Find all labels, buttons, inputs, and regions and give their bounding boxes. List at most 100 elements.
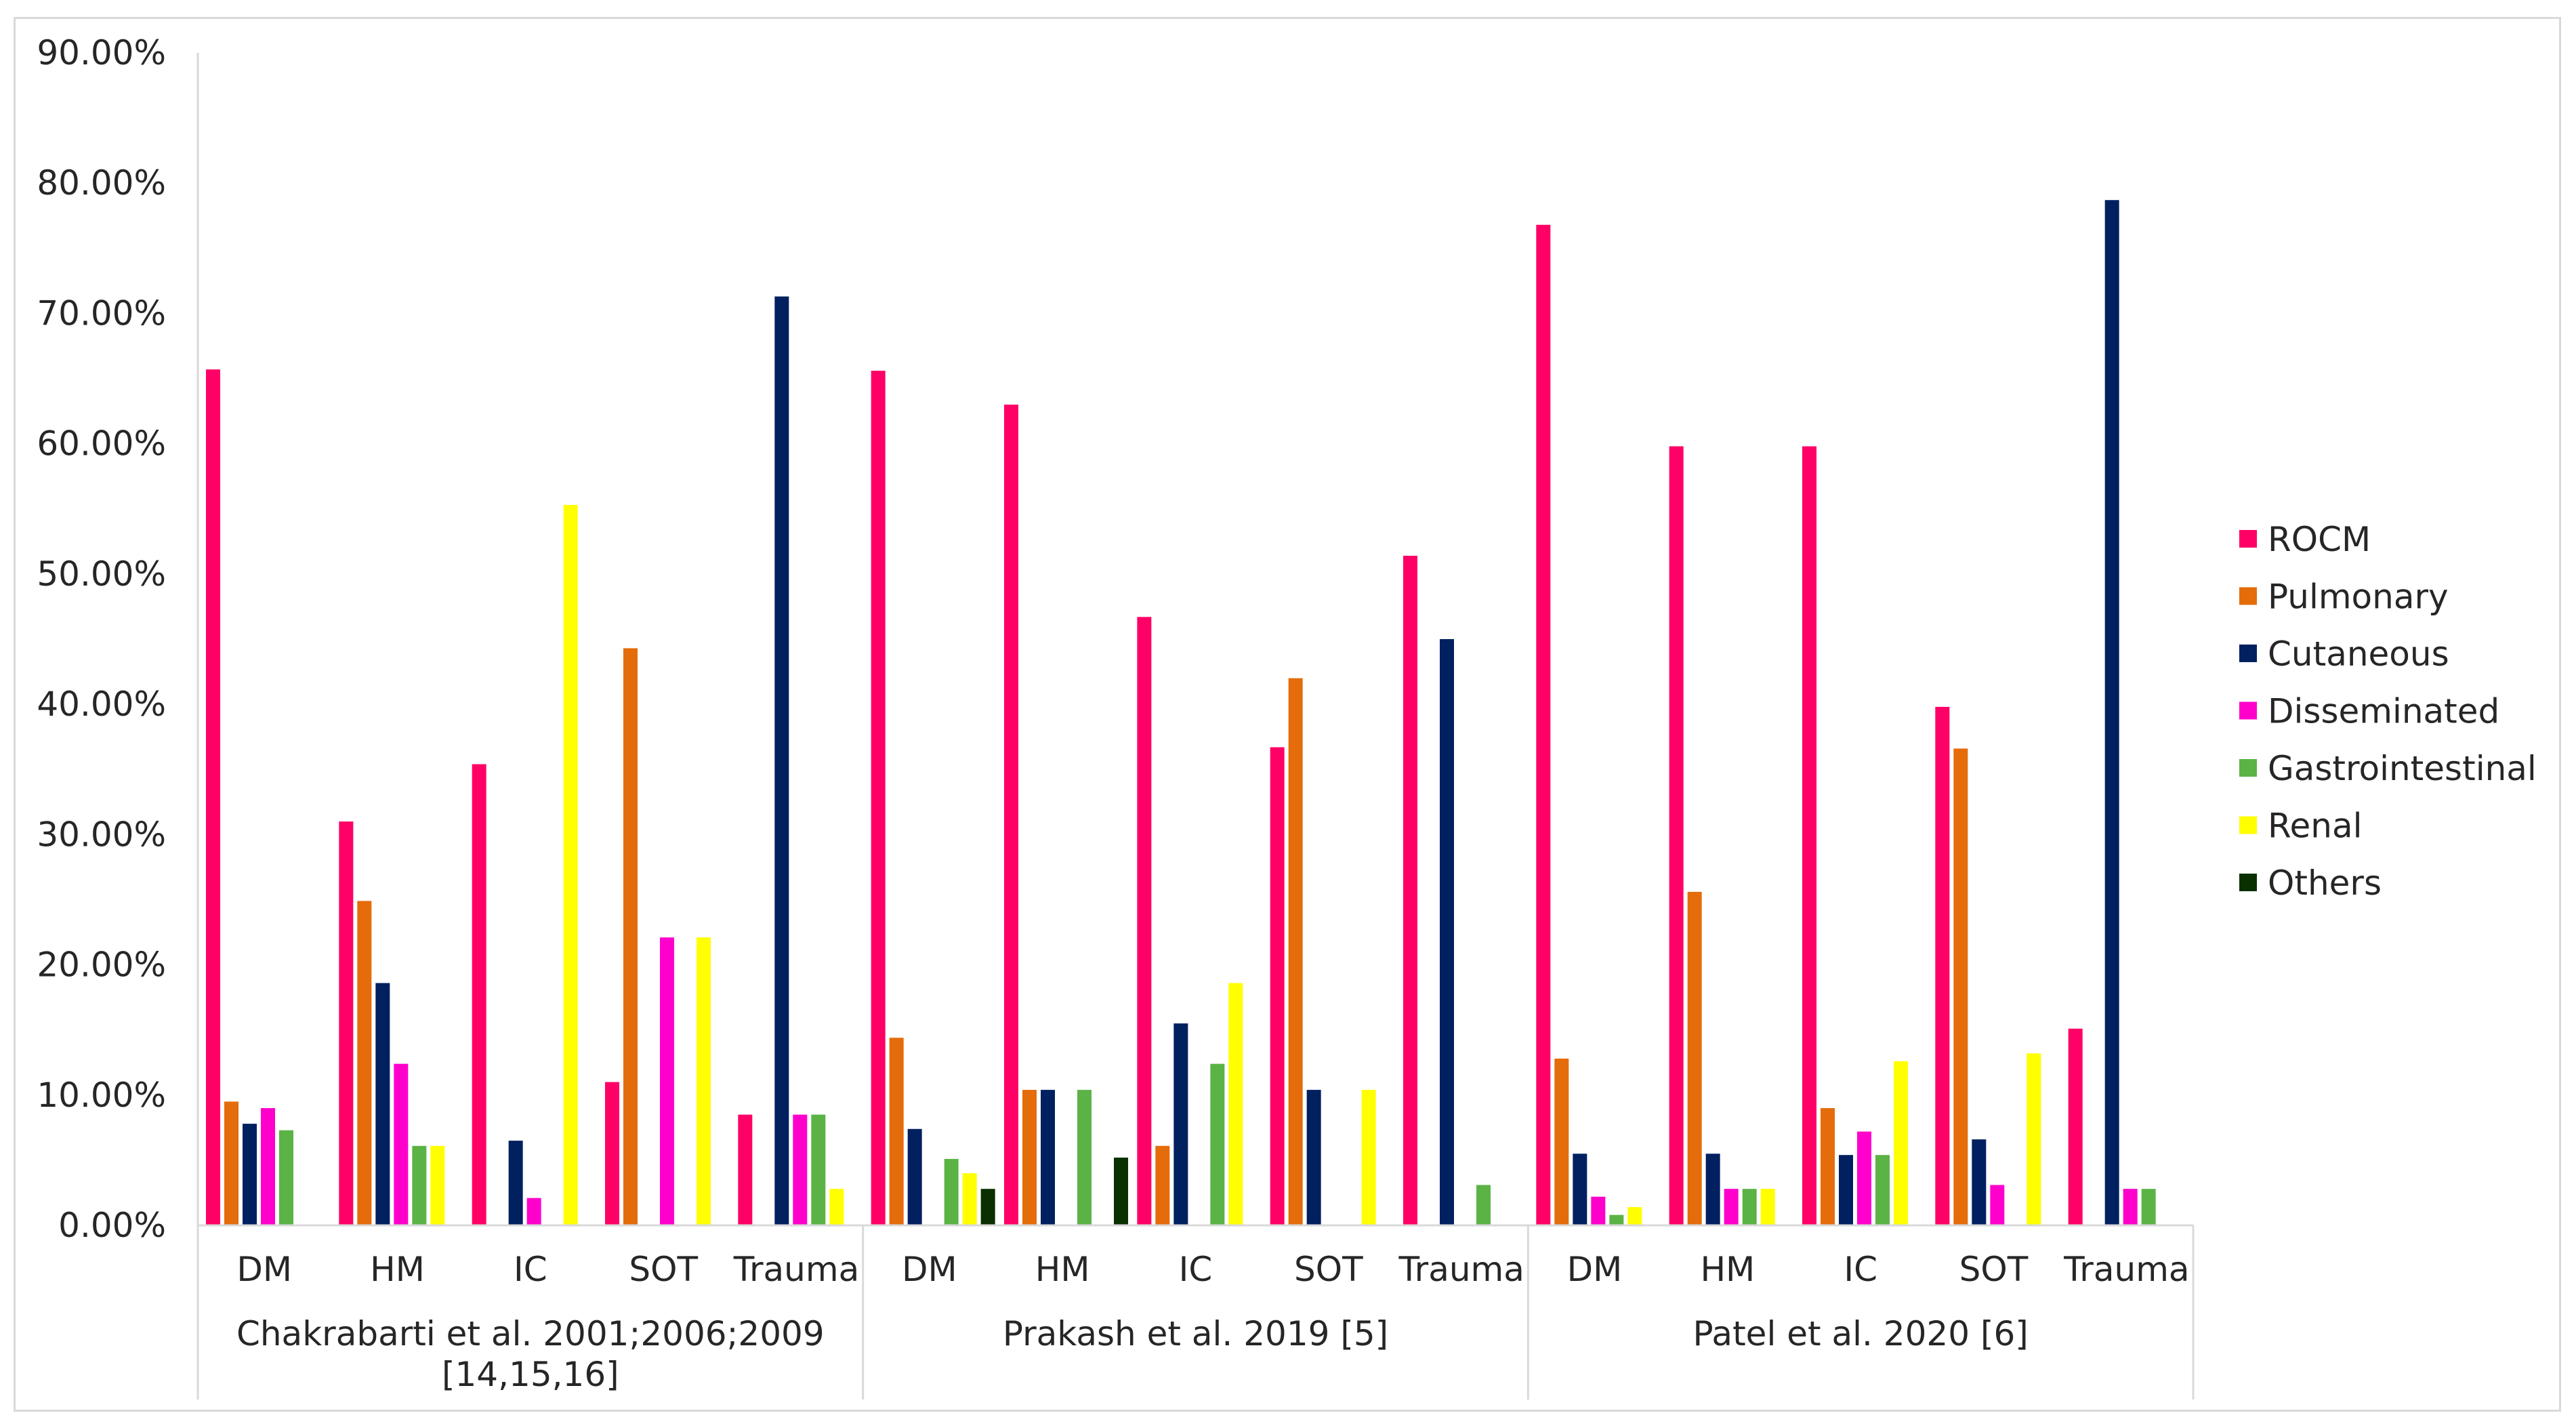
bar-others-hm <box>1114 1158 1128 1225</box>
bar-rocm-sot <box>1270 747 1285 1225</box>
x-category-label: HM <box>370 1250 425 1289</box>
bar-cutaneous-sot <box>1306 1090 1321 1225</box>
legend-swatch-gastrointestinal <box>2239 759 2257 777</box>
bar-disseminated-dm <box>1591 1196 1606 1225</box>
x-category-label: SOT <box>629 1250 698 1289</box>
legend-label: Renal <box>2268 807 2362 846</box>
bar-cutaneous-sot <box>1972 1139 1987 1225</box>
legend-label: Pulmonary <box>2268 577 2449 617</box>
bar-gastrointestinal-hm <box>1077 1090 1092 1225</box>
bar-rocm-ic <box>472 764 486 1225</box>
bar-pulmonary-sot <box>1288 678 1303 1225</box>
group-label: [14,15,16] <box>442 1355 619 1394</box>
legend-swatch-others <box>2239 874 2257 891</box>
x-category-label: SOT <box>1959 1250 2029 1289</box>
y-tick-label: 30.00% <box>37 815 166 854</box>
bar-renal-dm <box>962 1173 977 1225</box>
bar-disseminated-trauma <box>793 1114 808 1225</box>
y-tick-label: 10.00% <box>37 1076 166 1115</box>
group-label: Prakash et al. 2019 [5] <box>1003 1314 1388 1353</box>
bar-cutaneous-hm <box>1705 1154 1720 1225</box>
bar-renal-ic <box>563 505 578 1225</box>
x-category-label: IC <box>514 1250 547 1289</box>
y-tick-label: 80.00% <box>37 163 166 203</box>
bar-renal-dm <box>1627 1207 1642 1225</box>
bar-rocm-trauma <box>2068 1028 2083 1225</box>
bar-disseminated-trauma <box>2123 1189 2138 1225</box>
bar-gastrointestinal-dm <box>1609 1215 1624 1225</box>
legend-label: ROCM <box>2268 520 2371 559</box>
bar-disseminated-sot <box>660 937 674 1225</box>
bar-cutaneous-ic <box>1839 1155 1853 1225</box>
chart-frame <box>14 17 2561 1412</box>
bar-renal-sot <box>697 937 711 1225</box>
bar-rocm-trauma <box>1403 555 1417 1225</box>
y-axis: 0.00% 10.00% 20.00% 30.00% 40.00% 50.00% 60.00… <box>37 33 199 1245</box>
bar-cutaneous-ic <box>508 1141 523 1225</box>
y-tick-label: 20.00% <box>37 945 166 985</box>
bar-gastrointestinal-dm <box>279 1130 293 1225</box>
bar-rocm-ic <box>1137 617 1152 1225</box>
bar-rocm-sot <box>1935 706 1950 1225</box>
bar-rocm-hm <box>1669 446 1684 1225</box>
bar-gastrointestinal-trauma <box>1476 1185 1491 1225</box>
y-tick-label: 40.00% <box>37 685 166 724</box>
y-tick-label: 70.00% <box>37 293 166 333</box>
bar-renal-sot <box>2027 1053 2041 1225</box>
legend: ROCM Pulmonary Cutaneous Disseminated Gastro… <box>2239 520 2537 903</box>
bar-pulmonary-hm <box>357 901 372 1225</box>
bar-disseminated-hm <box>394 1063 409 1225</box>
bar-gastrointestinal-dm <box>944 1158 959 1225</box>
bar-gastrointestinal-ic <box>1210 1063 1225 1225</box>
bar-others-dm <box>980 1189 995 1225</box>
bar-pulmonary-dm <box>889 1038 904 1225</box>
bar-cutaneous-trauma <box>2104 200 2119 1225</box>
bar-renal-sot <box>1361 1090 1376 1225</box>
bar-cutaneous-dm <box>1573 1154 1587 1225</box>
bar-cutaneous-dm <box>907 1128 922 1225</box>
bar-rocm-ic <box>1802 446 1816 1225</box>
y-tick-label: 90.00% <box>37 33 166 73</box>
bar-renal-trauma <box>829 1189 844 1225</box>
legend-label: Gastrointestinal <box>2268 749 2537 788</box>
legend-swatch-pulmonary <box>2239 587 2257 605</box>
x-category-label: Trauma <box>1398 1250 1524 1289</box>
bar-disseminated-dm <box>261 1108 275 1225</box>
legend-label: Others <box>2268 863 2382 903</box>
x-category-label: SOT <box>1294 1250 1363 1289</box>
bar-renal-hm <box>1760 1189 1775 1225</box>
bar-cutaneous-hm <box>1041 1090 1055 1225</box>
x-category-label: DM <box>1567 1250 1623 1289</box>
y-tick-label: 60.00% <box>37 424 166 464</box>
y-tick-label: 50.00% <box>37 554 166 594</box>
x-category-label: HM <box>1700 1250 1755 1289</box>
bar-rocm-trauma <box>738 1114 753 1225</box>
legend-swatch-disseminated <box>2239 701 2257 720</box>
legend-label: Cutaneous <box>2268 634 2449 674</box>
bar-gastrointestinal-trauma <box>811 1114 826 1225</box>
bar-disseminated-sot <box>1990 1185 2005 1225</box>
bar-disseminated-ic <box>526 1198 541 1225</box>
bar-renal-ic <box>1894 1061 1908 1225</box>
bar-rocm-hm <box>1004 405 1018 1225</box>
bars <box>206 200 2156 1225</box>
legend-label: Disseminated <box>2268 692 2499 731</box>
x-category-label: HM <box>1035 1250 1090 1289</box>
bar-gastrointestinal-ic <box>1875 1155 1890 1225</box>
bar-renal-hm <box>430 1145 445 1225</box>
bar-cutaneous-trauma <box>774 296 789 1225</box>
bar-cutaneous-hm <box>375 983 390 1225</box>
bar-disseminated-ic <box>1857 1131 1871 1225</box>
bar-pulmonary-ic <box>1155 1145 1170 1225</box>
legend-swatch-cutaneous <box>2239 645 2257 662</box>
bar-pulmonary-ic <box>1821 1108 1835 1225</box>
bar-pulmonary-sot <box>1953 748 1968 1225</box>
bar-pulmonary-dm <box>224 1101 238 1225</box>
x-category-label: Trauma <box>733 1250 859 1289</box>
bar-rocm-dm <box>206 369 220 1225</box>
bar-rocm-hm <box>339 821 354 1225</box>
bar-rocm-dm <box>871 371 886 1225</box>
x-category-label: Trauma <box>2063 1250 2189 1289</box>
x-category-label: IC <box>1179 1250 1213 1289</box>
